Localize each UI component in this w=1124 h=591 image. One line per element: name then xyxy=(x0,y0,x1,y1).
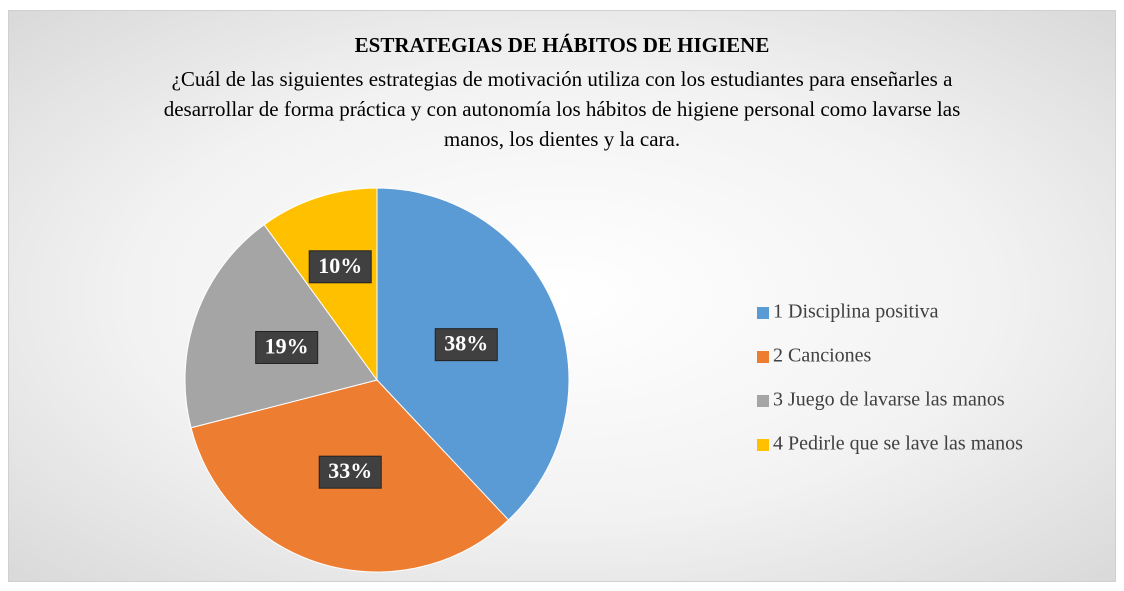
data-label: 38% xyxy=(444,331,488,356)
legend-label: 2 Canciones xyxy=(773,345,872,367)
pie-slice xyxy=(184,223,378,429)
legend-swatch xyxy=(757,351,769,363)
data-label-box xyxy=(255,330,319,364)
legend-label: 3 Juego de lavarse las manos xyxy=(773,389,1005,411)
legend-swatch xyxy=(757,439,769,451)
data-label: 10% xyxy=(318,253,362,278)
legend-swatch xyxy=(757,395,769,407)
legend-swatch xyxy=(757,307,769,319)
data-label-box xyxy=(434,328,498,362)
data-label: 19% xyxy=(265,334,309,359)
legend-label: 1 Disciplina positiva xyxy=(773,301,939,323)
data-label: 33% xyxy=(328,458,372,483)
chart-area xyxy=(8,10,1116,582)
chart-title: ESTRATEGIAS DE HÁBITOS DE HIGIENE xyxy=(354,33,770,57)
chart-subtitle: ¿Cuál de las siguientes estrategias de m… xyxy=(163,67,961,151)
data-label-box xyxy=(308,250,372,284)
legend-label: 4 Pedirle que se lave las manos xyxy=(773,433,1023,455)
data-label-box xyxy=(318,455,382,489)
pie-slice xyxy=(263,187,378,382)
